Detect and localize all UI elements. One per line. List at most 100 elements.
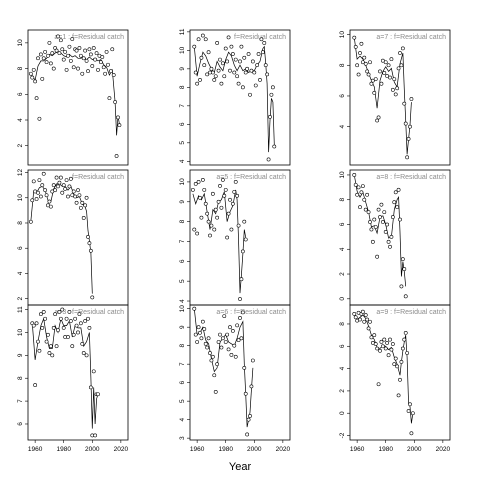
data-point <box>408 402 412 407</box>
data-point <box>236 223 241 228</box>
data-point <box>403 121 408 126</box>
data-point <box>215 362 220 367</box>
data-point <box>77 312 82 317</box>
data-point <box>68 319 73 323</box>
data-point <box>206 336 211 341</box>
data-point <box>362 55 367 60</box>
data-point <box>266 157 271 162</box>
data-point <box>240 249 245 254</box>
data-point <box>198 330 202 335</box>
data-point <box>372 90 377 95</box>
data-point <box>229 353 234 357</box>
y-tick-label: 10 <box>179 305 186 313</box>
panel-frame <box>349 29 451 166</box>
data-point <box>229 44 234 49</box>
data-point <box>399 360 404 364</box>
data-point <box>360 309 365 314</box>
data-point <box>398 377 402 382</box>
y-tick-label: -2 <box>339 432 346 438</box>
data-point <box>232 189 237 194</box>
data-point <box>219 205 224 210</box>
data-point <box>403 330 408 335</box>
data-point <box>51 183 56 188</box>
data-point <box>369 335 374 340</box>
data-point <box>250 59 255 64</box>
data-point <box>68 176 73 181</box>
data-point <box>395 86 400 91</box>
panel-label: a=9 : f=Residual catch <box>376 309 446 316</box>
data-point <box>240 310 245 315</box>
data-point <box>400 257 405 262</box>
data-point <box>78 321 83 326</box>
panel-7: 6 7 8 9 10 11 1960 1980 2000 2020 a=3 : f=Residual… <box>17 304 128 453</box>
x-tick-label: 2020 <box>436 446 451 453</box>
data-point <box>93 433 98 438</box>
panel-4: 2 4 6 8 10 12 f=Residual catch <box>17 169 129 306</box>
data-point <box>210 70 215 75</box>
data-point <box>372 217 377 222</box>
data-point <box>41 309 46 314</box>
data-point <box>91 369 96 374</box>
data-point <box>61 57 66 62</box>
y-tick-label: 8 <box>339 198 346 202</box>
data-point <box>44 193 49 198</box>
data-point <box>228 68 232 73</box>
y-tick-label: 11 <box>17 306 24 313</box>
data-point <box>399 63 404 68</box>
data-point <box>93 57 98 62</box>
panel-frame <box>189 304 291 441</box>
data-point <box>389 347 394 352</box>
data-point <box>402 267 407 271</box>
data-point <box>56 328 60 333</box>
data-point <box>360 60 365 65</box>
data-point <box>44 339 49 344</box>
data-point <box>242 55 247 60</box>
data-point <box>117 123 122 128</box>
y-tick-label: 6 <box>17 92 24 96</box>
data-point <box>362 319 367 324</box>
data-point <box>375 254 380 259</box>
data-point <box>71 189 76 194</box>
data-point <box>78 205 83 210</box>
data-point <box>226 35 231 40</box>
fitted-line <box>353 174 407 287</box>
fitted-line <box>193 308 254 428</box>
data-point <box>111 73 116 77</box>
data-point <box>60 190 65 195</box>
data-point <box>258 78 262 82</box>
data-point <box>352 312 357 316</box>
data-point <box>108 69 113 74</box>
data-point <box>248 92 252 97</box>
y-tick-label: 7 <box>17 399 24 403</box>
data-point <box>358 51 362 55</box>
data-point <box>195 81 200 86</box>
data-point <box>74 200 79 205</box>
y-tick-label: 9 <box>179 200 186 204</box>
data-point <box>31 323 36 328</box>
data-point <box>378 348 382 353</box>
data-point <box>366 326 371 331</box>
data-point <box>84 353 89 358</box>
data-point <box>269 92 274 97</box>
data-point <box>33 79 38 84</box>
data-point <box>212 227 217 232</box>
data-point <box>396 66 401 71</box>
data-point <box>225 235 230 240</box>
data-point <box>353 44 358 49</box>
data-point <box>46 53 50 58</box>
data-point <box>114 154 119 158</box>
data-point <box>51 325 56 330</box>
panel-label: f=Residual catch <box>234 34 286 41</box>
data-point <box>43 49 48 54</box>
data-point <box>225 59 230 64</box>
data-point <box>53 188 58 193</box>
data-point <box>205 345 210 350</box>
data-point <box>213 74 218 79</box>
data-point <box>363 207 368 212</box>
data-point <box>63 49 68 54</box>
data-point <box>250 358 255 363</box>
data-point <box>360 184 365 189</box>
data-point <box>390 215 395 219</box>
data-point <box>209 66 214 71</box>
